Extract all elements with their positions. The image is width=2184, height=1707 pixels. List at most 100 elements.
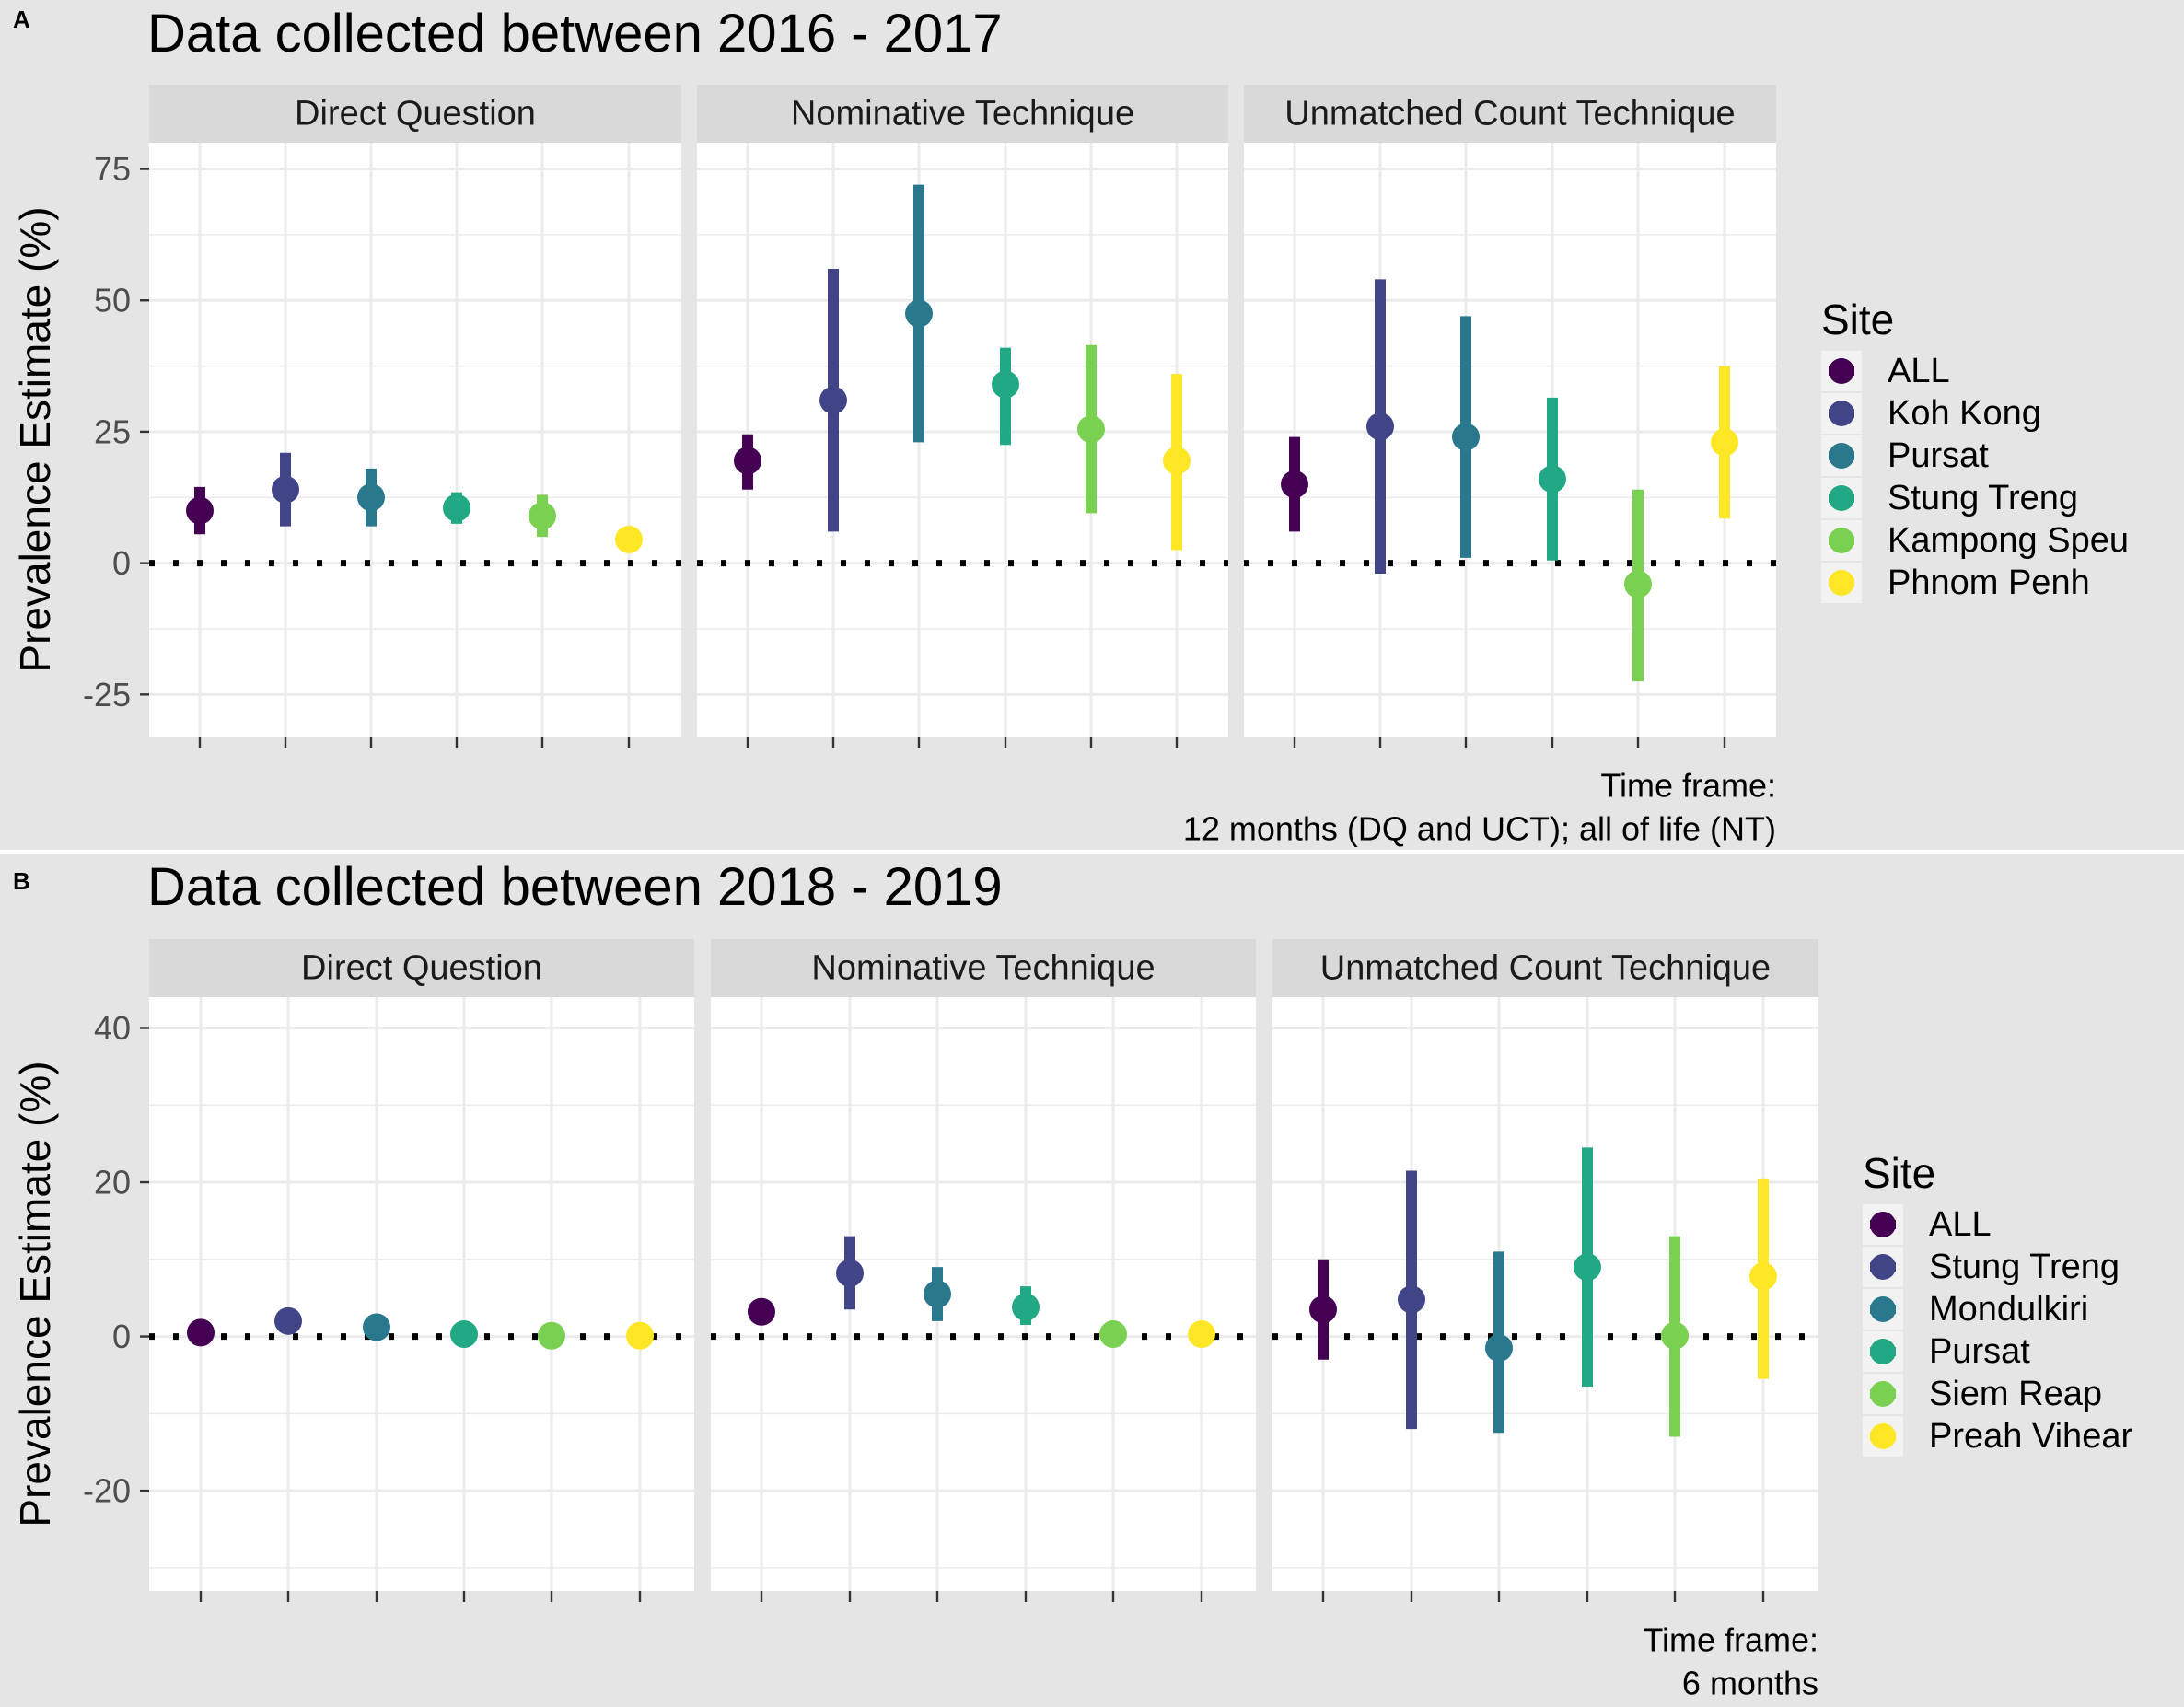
point-phnom-penh: [1711, 428, 1738, 457]
facet-strip-label: Nominative Technique: [791, 95, 1134, 134]
plot-title: Data collected between 2016 - 2017: [147, 4, 1003, 64]
point-kampong-speu: [529, 502, 556, 530]
y-tick-label: -20: [83, 1472, 131, 1510]
caption-line-1: Time frame:: [1600, 767, 1776, 805]
legend-key-point: [1829, 528, 1854, 553]
y-tick-label: -25: [83, 676, 131, 714]
legend-label: Phnom Penh: [1888, 563, 2090, 602]
panel-background: [711, 997, 1256, 1591]
point-siem-reap: [1661, 1321, 1689, 1350]
plot-tag: A: [13, 6, 30, 33]
plot-separator: [0, 850, 2184, 854]
point-all: [1281, 470, 1308, 499]
point-all: [748, 1297, 775, 1326]
facet-strip-label: Nominative Technique: [811, 949, 1155, 988]
facet-strip-label: Direct Question: [295, 95, 536, 134]
caption-line-1: Time frame:: [1643, 1621, 1818, 1659]
point-phnom-penh: [1163, 447, 1191, 475]
legend-label: Preah Vihear: [1929, 1417, 2132, 1456]
point-all: [186, 496, 214, 525]
point-siem-reap: [538, 1321, 565, 1350]
facet-nominative-technique: Nominative Technique: [697, 85, 1228, 748]
legend-label: Mondulkiri: [1929, 1290, 2088, 1329]
legend-label: Kampong Speu: [1888, 521, 2129, 560]
legend-label: Stung Treng: [1888, 479, 2078, 517]
legend-key-point: [1829, 358, 1854, 384]
facet-strip: [697, 85, 1228, 143]
panel-background: [697, 143, 1228, 737]
y-tick-label: 40: [94, 1009, 131, 1047]
legend-key-point: [1870, 1339, 1896, 1364]
point-stung-treng: [992, 370, 1019, 399]
point-kampong-speu: [1077, 415, 1105, 444]
point-siem-reap: [1099, 1320, 1127, 1349]
point-preah-vihear: [1188, 1320, 1215, 1349]
point-pursat: [1452, 423, 1480, 451]
facet-unmatched-count-technique: Unmatched Count Technique: [1272, 939, 1818, 1602]
legend-key-point: [1870, 1254, 1896, 1280]
legend-key-point: [1870, 1381, 1896, 1407]
point-pursat: [450, 1320, 478, 1349]
point-koh-kong: [1366, 412, 1394, 441]
facet-direct-question: Direct Question: [149, 85, 681, 748]
y-tick-label: 0: [112, 1318, 131, 1355]
legend-key-point: [1829, 570, 1854, 596]
point-phnom-penh: [615, 525, 643, 553]
point-pursat: [905, 299, 933, 328]
panel-background: [1244, 143, 1776, 737]
y-axis-title: Prevalence Estimate (%): [11, 206, 59, 672]
legend-label: Koh Kong: [1888, 394, 2041, 433]
legend-key-point: [1829, 443, 1854, 469]
legend-label: ALL: [1888, 352, 1950, 390]
legend-key-point: [1829, 485, 1854, 511]
point-preah-vihear: [626, 1321, 654, 1350]
y-tick-label: 20: [94, 1164, 131, 1202]
legend-label: Stung Treng: [1929, 1248, 2120, 1286]
facet-direct-question: Direct Question: [149, 939, 694, 1602]
point-koh-kong: [272, 475, 299, 504]
point-all: [1309, 1295, 1337, 1324]
legend-label: Pursat: [1929, 1332, 2030, 1371]
point-kampong-speu: [1624, 570, 1652, 598]
panel-background: [149, 143, 681, 737]
point-koh-kong: [819, 386, 847, 414]
panel-background: [149, 997, 694, 1591]
facet-strip-label: Direct Question: [301, 949, 542, 988]
point-stung-treng: [1398, 1285, 1425, 1314]
point-preah-vihear: [1749, 1262, 1777, 1291]
point-pursat: [1012, 1293, 1040, 1321]
legend-key-point: [1829, 401, 1854, 426]
y-tick-label: 50: [94, 282, 131, 319]
y-tick-label: 25: [94, 412, 131, 450]
legend-label: Pursat: [1888, 436, 1989, 475]
legend-key-point: [1870, 1296, 1896, 1322]
point-stung-treng: [1539, 465, 1566, 494]
legend-label: Siem Reap: [1929, 1375, 2102, 1413]
point-pursat: [1574, 1253, 1601, 1282]
point-all: [734, 447, 761, 475]
point-mondulkiri: [1485, 1334, 1513, 1363]
point-pursat: [357, 483, 385, 512]
point-mondulkiri: [924, 1280, 951, 1308]
facet-nominative-technique: Nominative Technique: [711, 939, 1256, 1602]
facet-unmatched-count-technique: Unmatched Count Technique: [1244, 85, 1776, 748]
y-axis-title: Prevalence Estimate (%): [11, 1061, 59, 1527]
caption-line-2: 6 months: [1682, 1665, 1818, 1702]
plot-title: Data collected between 2018 - 2019: [147, 857, 1003, 917]
point-all: [187, 1318, 215, 1347]
legend-key-point: [1870, 1212, 1896, 1237]
facet-strip: [1244, 85, 1776, 143]
facet-strip: [149, 939, 694, 997]
facet-strip: [711, 939, 1256, 997]
point-stung-treng: [443, 494, 470, 522]
point-mondulkiri: [363, 1313, 390, 1341]
legend-title: Site: [1821, 296, 1894, 343]
panel-background: [1272, 997, 1818, 1591]
legend-label: ALL: [1929, 1205, 1992, 1244]
point-stung-treng: [836, 1259, 864, 1287]
y-tick-label: 75: [94, 150, 131, 188]
caption-line-2: 12 months (DQ and UCT); all of life (NT): [1183, 810, 1776, 848]
